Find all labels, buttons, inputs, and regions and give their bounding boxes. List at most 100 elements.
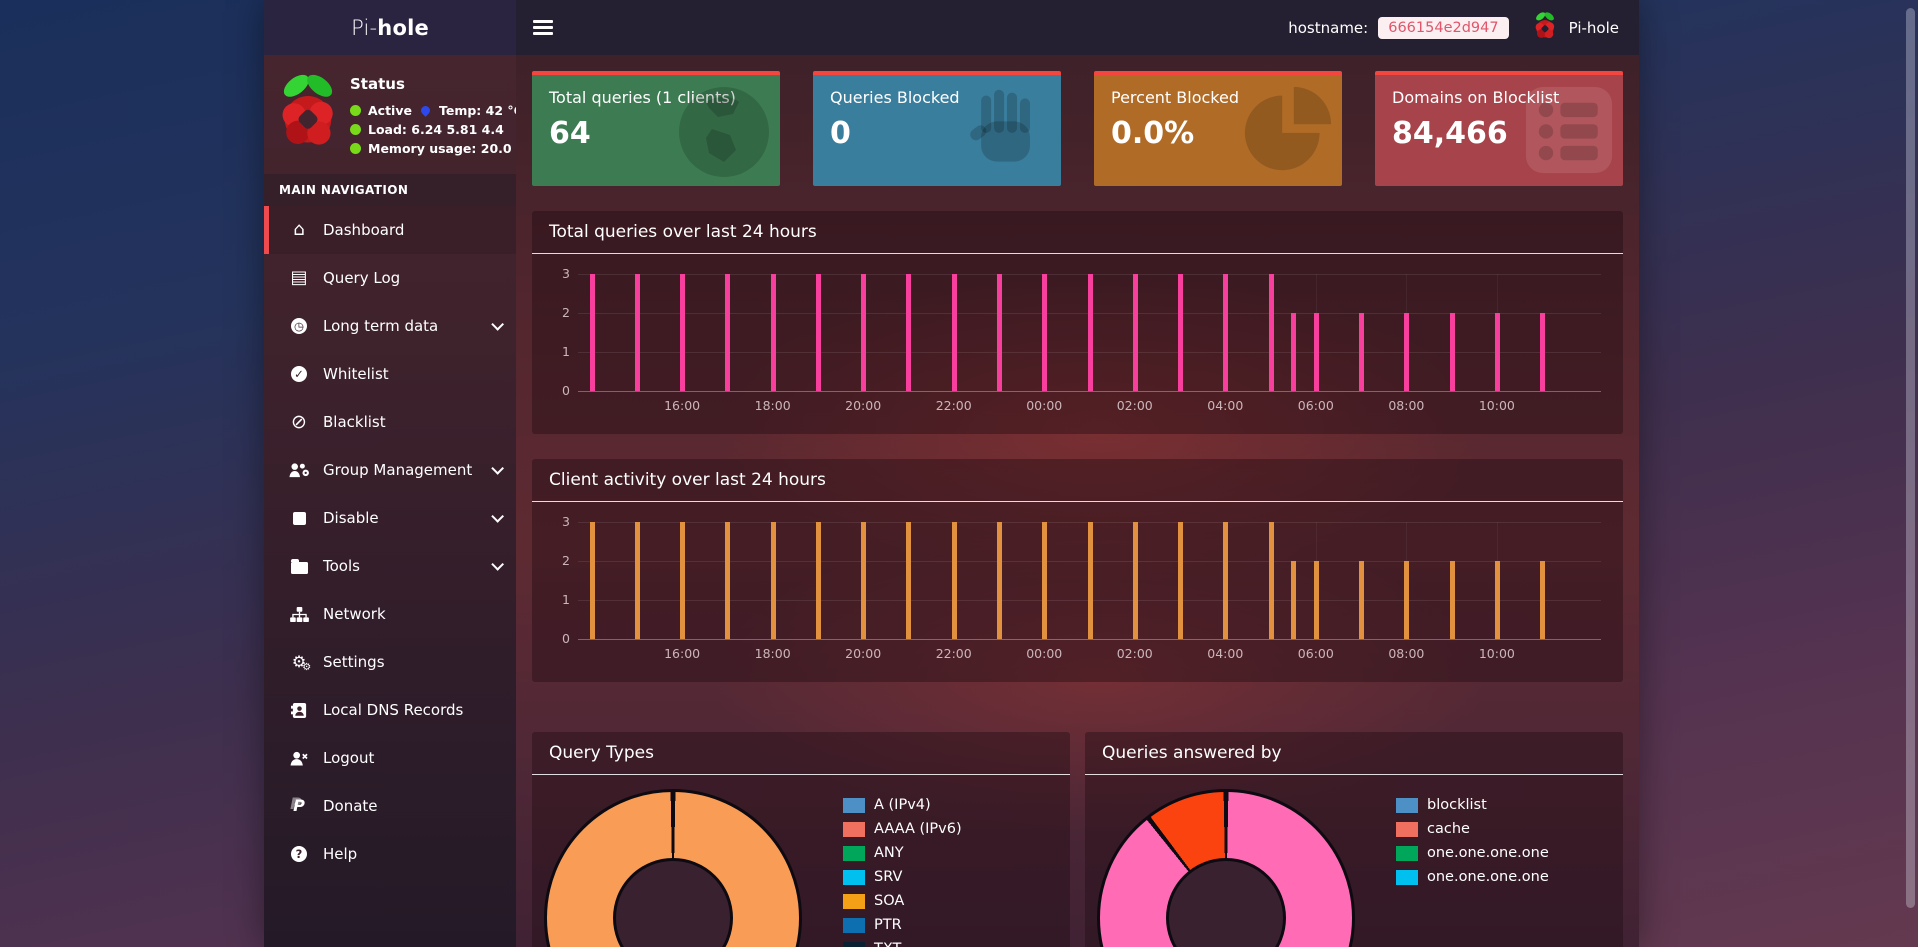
total-queries-chart[interactable]: 0 1 2 3 16:00 18:00 20:00 22:00 00:00 02:00 04:00 0… [532,254,1623,434]
chevron-down-icon [491,317,504,331]
bar-07:00[interactable] [1359,561,1365,639]
bar-21:00[interactable] [906,522,912,639]
bar-06:00[interactable] [1313,561,1319,639]
sidebar-item-long-term-data[interactable]: ◷ Long term data [264,302,516,350]
sidebar-item-disable[interactable]: Disable [264,494,516,542]
bar-16:00[interactable] [680,274,686,391]
bar-11:00[interactable] [1540,313,1546,391]
bar-05:00[interactable] [1268,522,1274,639]
bar-04:00[interactable] [1223,522,1229,639]
summary-card-queries-blocked[interactable]: Queries Blocked 0 [813,71,1061,186]
sidebar-item-query-log[interactable]: ▤ Query Log [264,254,516,302]
chart-title: Query Types [532,732,1070,775]
bar-18:00[interactable] [770,274,776,391]
status-memory-value: Memory usage: 20.0 % [368,141,529,156]
bar-09:00[interactable] [1449,561,1455,639]
bar-02:00[interactable] [1132,274,1138,391]
legend-item-soa[interactable]: SOA [843,889,962,913]
bar-14:00[interactable] [589,274,595,391]
bar-05:30[interactable] [1291,313,1297,391]
bar-09:00[interactable] [1449,313,1455,391]
bar-00:00[interactable] [1042,274,1048,391]
bar-08:00[interactable] [1404,561,1410,639]
status-memory-row: Memory usage: 20.0 % [350,141,528,156]
legend-item-a-ipv4-[interactable]: A (IPv4) [843,793,962,817]
bar-04:00[interactable] [1223,274,1229,391]
page-scrollbar-thumb[interactable] [1906,8,1915,908]
legend-item-txt[interactable]: TXT [843,937,962,947]
navbar-pihole-link[interactable]: Pi-hole [1568,18,1619,37]
sidebar-item-dashboard[interactable]: ⌂ Dashboard [264,206,516,254]
sidebar-item-help[interactable]: ? Help [264,830,516,878]
bar-20:00[interactable] [861,522,867,639]
sidebar-item-blacklist[interactable]: ⊘ Blacklist [264,398,516,446]
sidebar-item-group-management[interactable]: Group Management [264,446,516,494]
sidebar-item-network[interactable]: Network [264,590,516,638]
bar-10:00[interactable] [1494,561,1500,639]
bar-07:00[interactable] [1359,313,1365,391]
sidebar-item-settings[interactable]: ⚙ ⚙ Settings [264,638,516,686]
summary-card-percent-blocked[interactable]: Percent Blocked 0.0% [1094,71,1342,186]
bar-22:00[interactable] [951,274,957,391]
bar-00:00[interactable] [1042,522,1048,639]
legend-item-blocklist[interactable]: blocklist [1396,793,1549,817]
bar-22:00[interactable] [951,522,957,639]
bar-03:00[interactable] [1178,522,1184,639]
sidebar-item-label: Long term data [323,317,439,335]
bar-14:00[interactable] [589,522,595,639]
chart-title: Total queries over last 24 hours [532,211,1623,254]
bar-01:00[interactable] [1087,522,1093,639]
bar-01:00[interactable] [1087,274,1093,391]
bar-06:00[interactable] [1313,313,1319,391]
card-value: 64 [549,116,591,151]
bar-15:00[interactable] [634,522,640,639]
donut-chart[interactable] [544,789,802,947]
sidebar-item-tools[interactable]: Tools [264,542,516,590]
status-ok-dot [350,105,361,116]
legend-item-one-one-one-one[interactable]: one.one.one.one [1396,865,1549,889]
queries-answered-by-chart[interactable]: blocklist cache one.one.one.one one.one.… [1085,775,1623,947]
donut-chart[interactable] [1097,789,1355,947]
legend-item-srv[interactable]: SRV [843,865,962,889]
bar-05:30[interactable] [1291,561,1297,639]
bar-16:00[interactable] [680,522,686,639]
bar-23:00[interactable] [996,522,1002,639]
bar-17:00[interactable] [725,274,731,391]
summary-card-total-queries-1-clients-[interactable]: Total queries (1 clients) 64 [532,71,780,186]
bar-02:00[interactable] [1132,522,1138,639]
bar-17:00[interactable] [725,522,731,639]
legend-label: ANY [874,845,904,861]
status-load-row: Load: 6.24 5.81 4.4 [350,122,528,137]
bar-19:00[interactable] [815,522,821,639]
bar-15:00[interactable] [634,274,640,391]
brand-logo-link[interactable]: Pi-hole [264,0,516,55]
sidebar-item-logout[interactable]: Logout [264,734,516,782]
bar-19:00[interactable] [815,274,821,391]
summary-card-domains-on-blocklist[interactable]: Domains on Blocklist 84,466 [1375,71,1623,186]
legend-item-any[interactable]: ANY [843,841,962,865]
bar-20:00[interactable] [861,274,867,391]
query-types-chart[interactable]: A (IPv4) AAAA (IPv6) ANY SRV SOA PTR TXT… [532,775,1070,947]
legend-item-cache[interactable]: cache [1396,817,1549,841]
bar-21:00[interactable] [906,274,912,391]
bar-03:00[interactable] [1178,274,1184,391]
legend-swatch [843,941,865,947]
sidebar-item-label: Local DNS Records [323,701,464,719]
bar-10:00[interactable] [1494,313,1500,391]
sidebar-item-donate[interactable]: P Donate [264,782,516,830]
client-activity-chart[interactable]: 0 1 2 3 16:00 18:00 20:00 22:00 00:00 02:00 04:00 0… [532,502,1623,682]
legend-item-one-one-one-one[interactable]: one.one.one.one [1396,841,1549,865]
legend-label: AAAA (IPv6) [874,821,962,837]
sidebar-item-local-dns-records[interactable]: Local DNS Records [264,686,516,734]
bar-05:00[interactable] [1268,274,1274,391]
bar-11:00[interactable] [1540,561,1546,639]
sidebar-item-whitelist[interactable]: ✓ Whitelist [264,350,516,398]
bar-08:00[interactable] [1404,313,1410,391]
legend-item-aaaa-ipv6-[interactable]: AAAA (IPv6) [843,817,962,841]
bar-23:00[interactable] [996,274,1002,391]
navbar-main: hostname: 666154e2d947 Pi-hole [516,0,1639,55]
sidebar-toggle-button[interactable] [533,20,553,35]
bar-18:00[interactable] [770,522,776,639]
legend-item-ptr[interactable]: PTR [843,913,962,937]
file-icon: ▤ [290,267,308,288]
